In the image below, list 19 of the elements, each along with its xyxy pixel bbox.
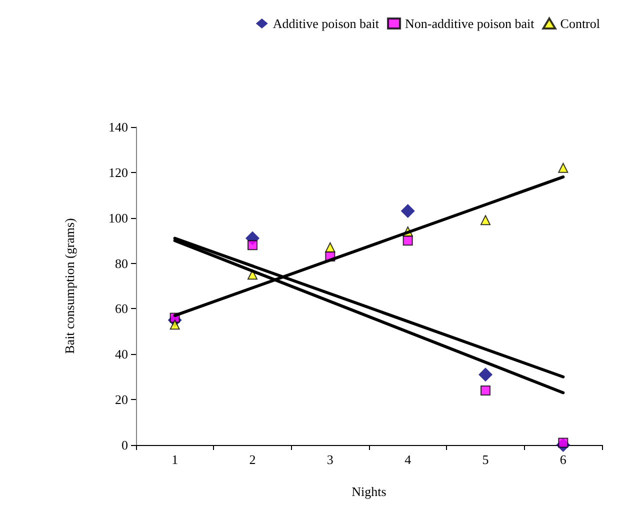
y-tick-label: 140 (108, 120, 128, 134)
legend-label: Control (560, 16, 600, 31)
legend-label: Additive poison bait (272, 16, 380, 31)
y-tick-label: 80 (115, 256, 128, 271)
y-tick-label: 100 (108, 210, 128, 226)
y-axis-title: Bait consumption (grams) (62, 218, 77, 354)
x-tick-label: 3 (326, 452, 334, 467)
y-tick-label: 0 (122, 438, 128, 452)
x-tick-label: 1 (172, 452, 178, 467)
y-tick-label: 20 (115, 392, 128, 408)
legend-label: Non-additive poison bait (405, 16, 535, 31)
y-tick-label: 60 (115, 301, 128, 316)
y-tick-label: 40 (115, 346, 128, 362)
y-tick-label: 120 (108, 164, 128, 180)
x-tick-label: 2 (249, 452, 256, 467)
x-tick-label: 4 (404, 452, 412, 467)
x-tick-label: 6 (560, 452, 567, 467)
x-tick-label: 5 (482, 452, 489, 467)
x-axis-title: Nights (352, 484, 386, 499)
